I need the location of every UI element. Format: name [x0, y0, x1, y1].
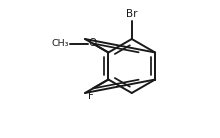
Text: O: O: [89, 39, 97, 48]
Text: F: F: [88, 91, 94, 100]
Text: CH₃: CH₃: [51, 39, 69, 48]
Text: Br: Br: [126, 9, 138, 19]
